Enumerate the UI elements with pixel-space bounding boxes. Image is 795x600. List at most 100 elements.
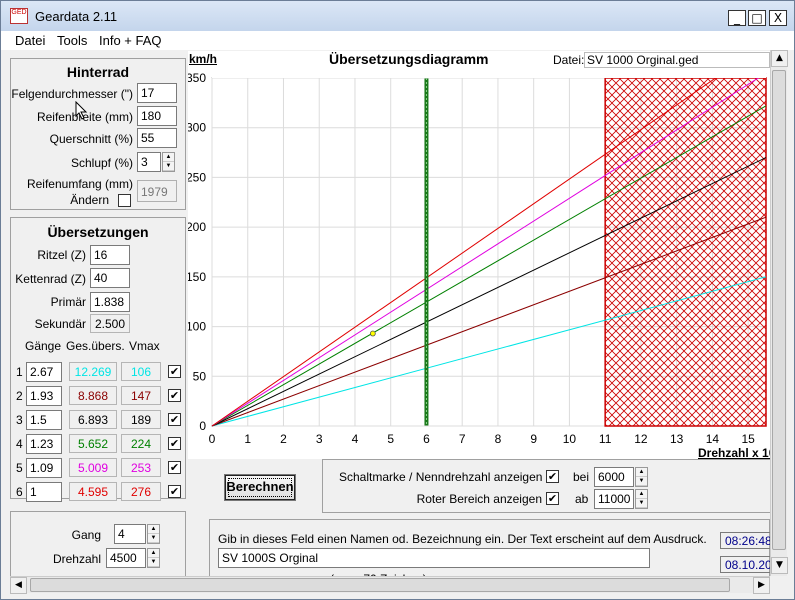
quer-input[interactable]: 55 [137, 128, 177, 148]
diagram-header: km/h Übersetzungsdiagramm Datei: SV 1000… [188, 51, 770, 71]
y-tick-label: 0 [199, 419, 206, 433]
reifen-input[interactable]: 180 [137, 106, 177, 126]
bei-label: bei [573, 470, 590, 484]
gear-ratio-input[interactable]: 1.23 [26, 434, 62, 454]
aendern-label: Ändern [70, 193, 109, 207]
felgen-input[interactable]: 17 [137, 83, 177, 103]
maximize-button[interactable]: □ [748, 10, 766, 26]
gear-total-ratio: 6.893 [69, 410, 117, 429]
operating-point-marker [369, 330, 376, 337]
horizontal-scroll-thumb[interactable] [30, 578, 730, 592]
x-tick-label: 1 [244, 432, 251, 446]
title-bar: GED Geardata 2.11 _ □ X [1, 1, 794, 31]
note-panel: Gib in dieses Feld einen Namen od. Bezei… [209, 519, 771, 586]
y-tick-label: 250 [188, 170, 206, 184]
roter-bereich-checkbox[interactable]: ✔ [546, 492, 559, 505]
ab-input[interactable]: 11000 [594, 489, 634, 509]
scroll-down-icon[interactable]: ▼ [771, 557, 788, 574]
scroll-up-icon[interactable]: ▲ [771, 50, 788, 67]
reifen-label: Reifenbreite (mm) [36, 110, 133, 124]
size-grip[interactable] [770, 576, 787, 593]
schlupf-input[interactable]: 3 [137, 152, 161, 172]
bei-input[interactable]: 6000 [594, 467, 634, 487]
y-tick-label: 300 [188, 121, 206, 135]
y-tick-label: 200 [188, 220, 206, 234]
x-tick-label: 6 [423, 432, 430, 446]
gear-ratio-input[interactable]: 1.93 [26, 386, 62, 406]
note-input[interactable]: SV 1000S Orginal [218, 548, 650, 568]
diagram-title: Übersetzungsdiagramm [329, 51, 489, 67]
scroll-right-icon[interactable]: ▶ [753, 577, 770, 594]
note-hint: Gib in dieses Feld einen Namen od. Bezei… [218, 532, 707, 546]
x-tick-label: 4 [352, 432, 359, 446]
gear-vmax: 147 [121, 386, 161, 405]
gear-chart: 0123456789101112131415050100150200250300… [188, 71, 770, 459]
close-button[interactable]: X [769, 10, 787, 26]
gear-vmax: 253 [121, 458, 161, 477]
aendern-checkbox[interactable] [118, 194, 131, 207]
gear-total-ratio: 12.269 [69, 362, 117, 381]
ab-spinner[interactable]: ▲ ▼ [635, 489, 648, 509]
gear-ratio-input[interactable]: 1.09 [26, 458, 62, 478]
gang-spinner[interactable]: ▲ ▼ [147, 524, 160, 544]
gear-number: 6 [16, 485, 23, 499]
menu-tools[interactable]: Tools [57, 33, 88, 48]
y-tick-label: 50 [193, 369, 207, 383]
gear-ratio-input[interactable]: 2.67 [26, 362, 62, 382]
gear-visible-checkbox[interactable]: ✔ [168, 461, 181, 474]
gear-total-ratio: 4.595 [69, 482, 117, 501]
gear-total-ratio: 5.009 [69, 458, 117, 477]
x-tick-label: 8 [495, 432, 502, 446]
sekundaer-label: Sekundär [34, 317, 86, 331]
drehzahl-input[interactable]: 4500 [106, 548, 146, 568]
scroll-left-icon[interactable]: ◀ [10, 577, 27, 594]
primaer-input[interactable]: 1.838 [90, 292, 130, 312]
vertical-scroll-thumb[interactable] [772, 70, 786, 550]
gear-series-line [211, 71, 727, 427]
ab-label: ab [575, 492, 589, 506]
gear-series-line [211, 216, 767, 427]
x-tick-label: 2 [280, 432, 287, 446]
kettenrad-input[interactable]: 40 [90, 268, 130, 288]
gear-visible-checkbox[interactable]: ✔ [168, 437, 181, 450]
felgen-label: Felgendurchmesser (") [11, 87, 133, 101]
menu-datei[interactable]: Datei [15, 33, 46, 48]
y-tick-label: 150 [188, 270, 206, 284]
drehzahl-spinner[interactable]: ▲ ▼ [147, 548, 160, 568]
gear-visible-checkbox[interactable]: ✔ [168, 365, 181, 378]
gear-visible-checkbox[interactable]: ✔ [168, 485, 181, 498]
menu-info-faq[interactable]: Info + FAQ [99, 33, 162, 48]
red-zone [604, 77, 767, 427]
minimize-button[interactable]: _ [728, 10, 746, 26]
gear-ratio-input[interactable]: 1 [26, 482, 62, 502]
x-tick-label: 0 [209, 432, 216, 446]
app-icon: GED [10, 8, 28, 24]
sekundaer-value: 2.500 [90, 314, 130, 333]
gang-input[interactable]: 4 [114, 524, 146, 544]
hinterrad-title: Hinterrad [66, 64, 130, 80]
x-tick-label: 9 [530, 432, 537, 446]
umfang-label: Reifenumfang (mm) [26, 177, 133, 191]
berechnen-button[interactable]: Berechnen [225, 475, 295, 500]
schaltmarke-checkbox[interactable]: ✔ [546, 470, 559, 483]
horizontal-scrollbar[interactable]: ◀ ▶ [10, 576, 770, 594]
x-tick-label: 7 [459, 432, 466, 446]
gear-ratio-input[interactable]: 1.5 [26, 410, 62, 430]
gear-number: 2 [16, 389, 23, 403]
y-tick-label: 350 [188, 71, 206, 85]
gear-number: 3 [16, 413, 23, 427]
umfang-input[interactable]: 1979 [137, 180, 177, 202]
schlupf-spinner[interactable]: ▲ ▼ [162, 152, 175, 172]
gear-visible-checkbox[interactable]: ✔ [168, 389, 181, 402]
gear-series-line [211, 105, 767, 427]
gear-number: 5 [16, 461, 23, 475]
gear-total-ratio: 8.868 [69, 386, 117, 405]
gear-visible-checkbox[interactable]: ✔ [168, 413, 181, 426]
col-vmax-header: Vmax [129, 339, 160, 353]
gear-series-line [211, 157, 767, 427]
bei-spinner[interactable]: ▲ ▼ [635, 467, 648, 487]
vertical-scrollbar[interactable]: ▲ ▼ [770, 50, 788, 576]
ritzel-input[interactable]: 16 [90, 245, 130, 265]
drehzahl-label: Drehzahl [52, 552, 101, 566]
